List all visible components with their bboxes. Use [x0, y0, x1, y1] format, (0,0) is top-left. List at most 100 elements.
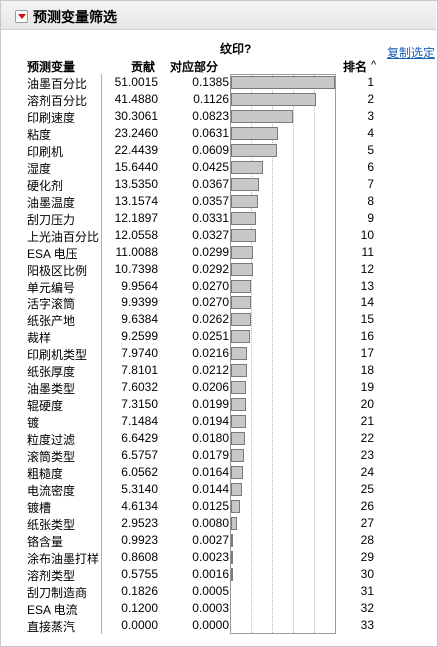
- contribution-value: 0.1200: [121, 600, 158, 615]
- table-row[interactable]: 活字滚筒 9.9399 0.0270 14: [0, 294, 438, 311]
- predictor-name: 上光油百分比: [27, 229, 100, 244]
- predictor-name: 溶剂百分比: [27, 93, 88, 108]
- portion-bar: [231, 143, 277, 157]
- table-row[interactable]: 单元编号 9.9564 0.0270 13: [0, 278, 438, 295]
- rank-value: 6: [367, 159, 374, 174]
- contribution-value: 0.5755: [121, 566, 158, 581]
- portion-bar: [231, 228, 256, 242]
- contribution-value: 2.9523: [121, 515, 158, 530]
- portion-value: 0.0292: [192, 261, 229, 276]
- table-row[interactable]: 铬含量 0.9923 0.0027 28: [0, 532, 438, 549]
- rank-value: 25: [360, 482, 374, 497]
- rank-value: 13: [360, 278, 374, 293]
- predictor-name: 印刷速度: [27, 110, 76, 125]
- table-row[interactable]: 刮刀压力 12.1897 0.0331 9: [0, 210, 438, 227]
- portion-bar: [231, 516, 237, 530]
- table-row[interactable]: 电流密度 5.3140 0.0144 25: [0, 481, 438, 498]
- table-row[interactable]: 油墨温度 13.1574 0.0357 8: [0, 193, 438, 210]
- table-row[interactable]: 粒度过滤 6.6429 0.0180 22: [0, 430, 438, 447]
- table-row[interactable]: 印刷机 22.4439 0.0609 5: [0, 142, 438, 159]
- rank-value: 32: [360, 600, 374, 615]
- predictor-name: 硬化剂: [27, 178, 64, 193]
- portion-value: 0.0631: [192, 125, 229, 140]
- contribution-value: 6.6429: [121, 431, 158, 446]
- contribution-value: 7.6032: [121, 380, 158, 395]
- table-row[interactable]: 溶剂类型 0.5755 0.0016 30: [0, 566, 438, 583]
- portion-bar: [231, 92, 316, 106]
- table-row[interactable]: 油墨类型 7.6032 0.0206 19: [0, 379, 438, 396]
- table-row[interactable]: 刮刀制造商 0.1826 0.0005 31: [0, 583, 438, 600]
- rank-value: 17: [360, 346, 374, 361]
- predictor-name: 粒度过滤: [27, 433, 76, 448]
- predictor-name: 辊硬度: [27, 399, 64, 414]
- portion-value: 0.1126: [193, 91, 229, 106]
- panel-title: 预测变量筛选: [33, 9, 117, 25]
- contribution-value: 7.8101: [121, 363, 158, 378]
- contribution-value: 11.0088: [115, 244, 159, 259]
- portion-bar: [231, 126, 278, 140]
- table-row[interactable]: 印刷速度 30.3061 0.0823 3: [0, 108, 438, 125]
- table-row[interactable]: 涂布油墨打样 0.8608 0.0023 29: [0, 549, 438, 566]
- portion-bar: [231, 76, 335, 89]
- table-row[interactable]: ESA 电压 11.0088 0.0299 11: [0, 244, 438, 261]
- rank-value: 5: [367, 142, 374, 157]
- predictor-name: 油墨类型: [27, 382, 76, 397]
- portion-bar: [231, 381, 246, 395]
- contribution-value: 22.4439: [114, 142, 158, 157]
- table-row[interactable]: 裁样 9.2599 0.0251 16: [0, 328, 438, 345]
- rank-value: 9: [367, 210, 374, 225]
- contribution-value: 9.6384: [121, 312, 158, 327]
- table-row[interactable]: 滚筒类型 6.5757 0.0179 23: [0, 447, 438, 464]
- column-header-contribution[interactable]: 贡献: [131, 60, 156, 74]
- rank-value: 14: [360, 295, 374, 310]
- table-row[interactable]: 上光油百分比 12.0558 0.0327 10: [0, 227, 438, 244]
- contribution-value: 41.4880: [114, 91, 158, 106]
- contribution-value: 13.5350: [114, 176, 158, 191]
- table-row[interactable]: 湿度 15.6440 0.0425 6: [0, 159, 438, 176]
- response-title: 纹印?: [220, 42, 252, 56]
- portion-bar: [231, 466, 243, 480]
- portion-bar: [231, 432, 245, 446]
- portion-value: 0.0027: [192, 532, 229, 547]
- portion-value: 0.0000: [192, 617, 229, 632]
- contribution-value: 6.5757: [121, 448, 158, 463]
- predictor-name: 油墨温度: [27, 195, 76, 210]
- rank-value: 28: [360, 532, 374, 547]
- sort-ascending-icon[interactable]: ^: [371, 59, 377, 71]
- portion-value: 0.0206: [192, 380, 229, 395]
- column-header-portion[interactable]: 对应部分: [170, 60, 219, 74]
- table-row[interactable]: 镀槽 4.6134 0.0125 26: [0, 498, 438, 515]
- portion-value: 0.0823: [192, 108, 229, 123]
- table-row[interactable]: 纸张厚度 7.8101 0.0212 18: [0, 362, 438, 379]
- column-header-rank[interactable]: 排名: [343, 60, 368, 74]
- rank-value: 22: [360, 431, 374, 446]
- predictor-name: ESA 电流: [27, 602, 78, 617]
- table-row[interactable]: ESA 电流 0.1200 0.0003 32: [0, 600, 438, 617]
- portion-value: 0.0194: [192, 414, 229, 429]
- table-row[interactable]: 粘度 23.2460 0.0631 4: [0, 125, 438, 142]
- table-row[interactable]: 油墨百分比 51.0015 0.1385 1: [0, 74, 438, 91]
- copy-selection-link[interactable]: 复制选定: [387, 46, 436, 60]
- portion-value: 0.0251: [192, 329, 229, 344]
- contribution-value: 0.8608: [121, 549, 158, 564]
- portion-bar: [231, 449, 244, 463]
- rank-value: 19: [360, 380, 374, 395]
- table-row[interactable]: 阳极区比例 10.7398 0.0292 12: [0, 261, 438, 278]
- table-row[interactable]: 辊硬度 7.3150 0.0199 20: [0, 396, 438, 413]
- column-header-predictor[interactable]: 预测变量: [27, 60, 76, 74]
- table-row[interactable]: 纸张产地 9.6384 0.0262 15: [0, 311, 438, 328]
- collapse-triangle-icon[interactable]: [15, 10, 28, 23]
- portion-value: 0.0023: [192, 549, 229, 564]
- table-row[interactable]: 溶剂百分比 41.4880 0.1126 2: [0, 91, 438, 108]
- contribution-value: 13.1574: [114, 193, 158, 208]
- rank-value: 31: [360, 583, 374, 598]
- predictor-name: 粘度: [27, 127, 52, 142]
- table-row[interactable]: 镀 7.1484 0.0194 21: [0, 413, 438, 430]
- table-row[interactable]: 直接蒸汽 0.0000 0.0000 33: [0, 617, 438, 634]
- portion-bar: [231, 483, 242, 497]
- table-row[interactable]: 印刷机类型 7.9740 0.0216 17: [0, 345, 438, 362]
- predictor-name: 印刷机类型: [27, 348, 88, 363]
- table-row[interactable]: 纸张类型 2.9523 0.0080 27: [0, 515, 438, 532]
- table-row[interactable]: 硬化剂 13.5350 0.0367 7: [0, 176, 438, 193]
- table-row[interactable]: 粗糙度 6.0562 0.0164 24: [0, 464, 438, 481]
